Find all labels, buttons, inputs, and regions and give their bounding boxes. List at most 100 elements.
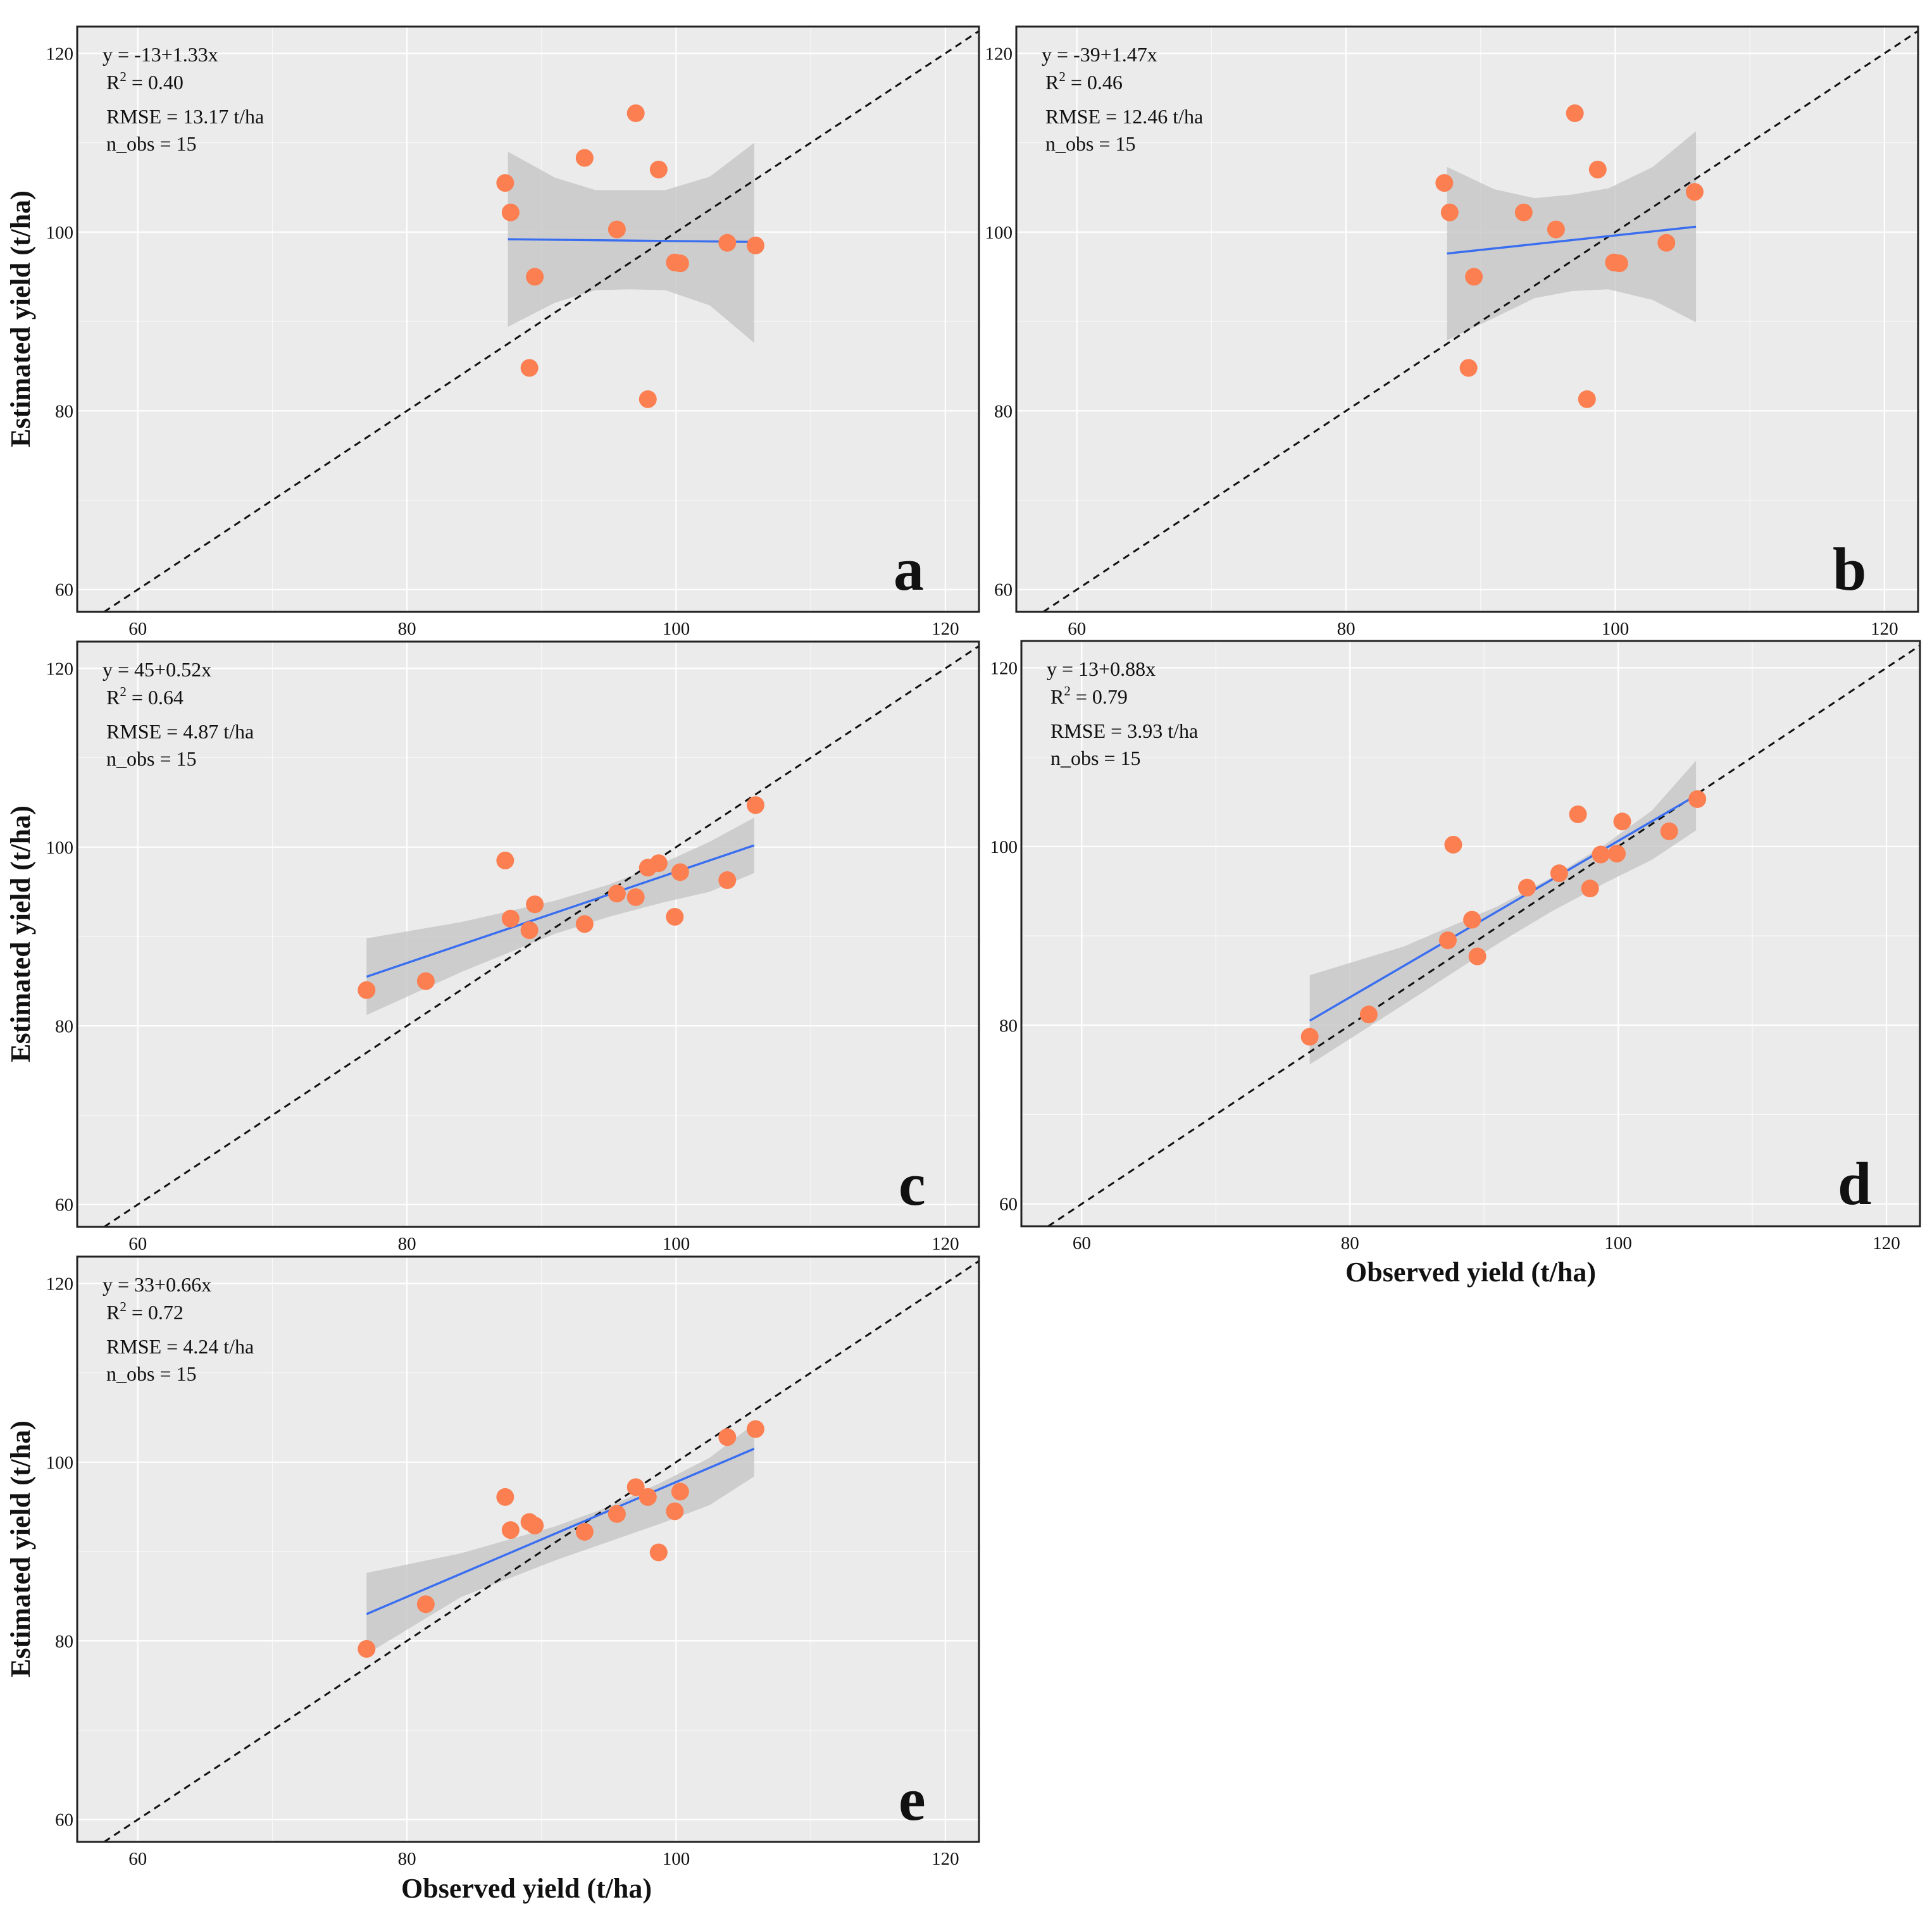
panel-letter: a <box>894 535 924 603</box>
data-point <box>416 972 435 990</box>
plot-border <box>1020 640 1921 1228</box>
data-point <box>608 1505 626 1523</box>
data-point <box>649 854 668 873</box>
panel-letter: b <box>1833 535 1866 603</box>
data-point <box>639 390 657 408</box>
data-point <box>416 1595 435 1613</box>
y-tick-label: 100 <box>46 838 74 858</box>
y-tick-labels: 60 80 100 120 <box>46 44 74 600</box>
x-tick-label: 120 <box>932 1849 959 1869</box>
n-obs: n_obs = 15 <box>106 747 197 770</box>
stats-annotation: y = -39+1.47x R2 = 0.46 RMSE = 12.46 t/h… <box>1042 43 1203 155</box>
stats-annotation: y = 45+0.52x R2 = 0.64 RMSE = 4.87 t/ha … <box>103 658 254 770</box>
r-squared: R2 = 0.46 <box>1045 69 1123 94</box>
data-point <box>649 1543 668 1562</box>
panel-a: 60 80 100 120 60 80 100 120 y = -13+1.33… <box>5 25 980 639</box>
y-tick-label: 120 <box>46 659 74 679</box>
y-tick-label: 120 <box>990 658 1018 678</box>
one-to-one-line <box>103 645 980 1228</box>
x-axis-title: Observed yield (t/ha) <box>401 1873 652 1904</box>
data-point <box>358 1639 376 1658</box>
data-point <box>526 268 544 286</box>
one-to-one-line <box>103 1260 980 1843</box>
data-point <box>1588 160 1607 178</box>
y-tick-label: 80 <box>55 401 73 421</box>
data-point <box>526 895 544 914</box>
data-point <box>1547 220 1565 239</box>
regression-equation: y = -39+1.47x <box>1042 43 1157 66</box>
regression-equation: y = 33+0.66x <box>103 1273 211 1296</box>
y-tick-label: 100 <box>46 1453 74 1473</box>
one-to-one-line <box>1042 30 1919 613</box>
data-point <box>526 1517 544 1535</box>
x-tick-labels: 60 80 100 120 <box>128 1234 959 1254</box>
panel-e: 60 80 100 120 60 80 100 120 y = 33+0.66x… <box>5 1255 980 1904</box>
x-tick-label: 60 <box>128 1234 147 1254</box>
data-point <box>1438 931 1457 950</box>
data-point <box>1592 845 1610 864</box>
y-tick-labels: 60 80 100 120 <box>46 659 74 1215</box>
data-point <box>1444 835 1462 854</box>
rmse: RMSE = 4.24 t/ha <box>106 1335 254 1358</box>
data-point <box>1435 174 1454 192</box>
data-point <box>1566 104 1584 122</box>
one-to-one-line <box>1047 644 1921 1228</box>
y-tick-label: 120 <box>46 1274 74 1294</box>
data-point <box>1550 864 1568 883</box>
y-tick-labels: 60 80 100 120 <box>46 1274 74 1830</box>
data-point <box>671 1483 689 1501</box>
plot-area-background <box>77 27 979 612</box>
data-point <box>1608 845 1626 863</box>
data-point <box>626 888 645 906</box>
data-point <box>718 233 737 252</box>
gridlines <box>1021 641 1920 1226</box>
data-point <box>718 871 737 890</box>
panel-d: 60 80 100 120 60 80 100 120 y = 13+0.88x… <box>990 640 1921 1288</box>
x-tick-label: 100 <box>663 1849 690 1869</box>
regression-line <box>366 844 755 978</box>
data-point <box>746 796 764 814</box>
data-point <box>496 851 514 869</box>
data-point <box>1300 1028 1319 1046</box>
data-point <box>1613 812 1631 831</box>
data-point <box>496 174 514 192</box>
data-point <box>666 907 684 926</box>
data-point <box>575 915 594 933</box>
x-tick-label: 100 <box>663 1234 690 1254</box>
y-tick-label: 80 <box>999 1016 1018 1036</box>
y-tick-label: 100 <box>990 837 1018 857</box>
data-point <box>501 909 520 928</box>
data-point <box>520 921 539 940</box>
y-axis-title: Estimated yield (t/ha) <box>5 805 36 1062</box>
data-point <box>1581 880 1599 898</box>
y-tick-label: 60 <box>55 580 73 600</box>
regression-line <box>508 238 754 244</box>
data-point <box>1569 805 1587 823</box>
panel-letter: c <box>899 1150 926 1218</box>
r-squared: R2 = 0.40 <box>106 69 184 94</box>
rmse: RMSE = 13.17 t/ha <box>106 105 264 128</box>
stats-annotation: y = -13+1.33x R2 = 0.40 RMSE = 13.17 t/h… <box>103 43 264 155</box>
regression-line <box>366 1448 755 1615</box>
data-point <box>608 220 626 239</box>
data-point <box>1440 203 1459 221</box>
y-tick-label: 100 <box>46 223 74 243</box>
data-point <box>1463 911 1481 929</box>
data-point <box>496 1488 514 1506</box>
plot-border <box>1015 25 1919 613</box>
x-tick-label: 80 <box>398 619 416 639</box>
y-tick-label: 80 <box>55 1631 73 1651</box>
data-point <box>746 236 764 254</box>
x-tick-labels: 60 80 100 120 <box>128 619 959 639</box>
x-tick-labels: 60 80 100 120 <box>1068 619 1898 639</box>
data-points <box>496 104 764 408</box>
x-tick-label: 80 <box>1337 619 1356 639</box>
data-point <box>501 1521 520 1539</box>
y-tick-labels: 60 80 100 120 <box>990 658 1018 1214</box>
plot-border <box>76 640 980 1228</box>
stats-annotation: y = 33+0.66x R2 = 0.72 RMSE = 4.24 t/ha … <box>103 1273 254 1385</box>
data-point <box>649 160 668 178</box>
regression-line <box>1447 225 1697 255</box>
data-point <box>1518 878 1536 897</box>
panel-letter: d <box>1838 1150 1871 1217</box>
